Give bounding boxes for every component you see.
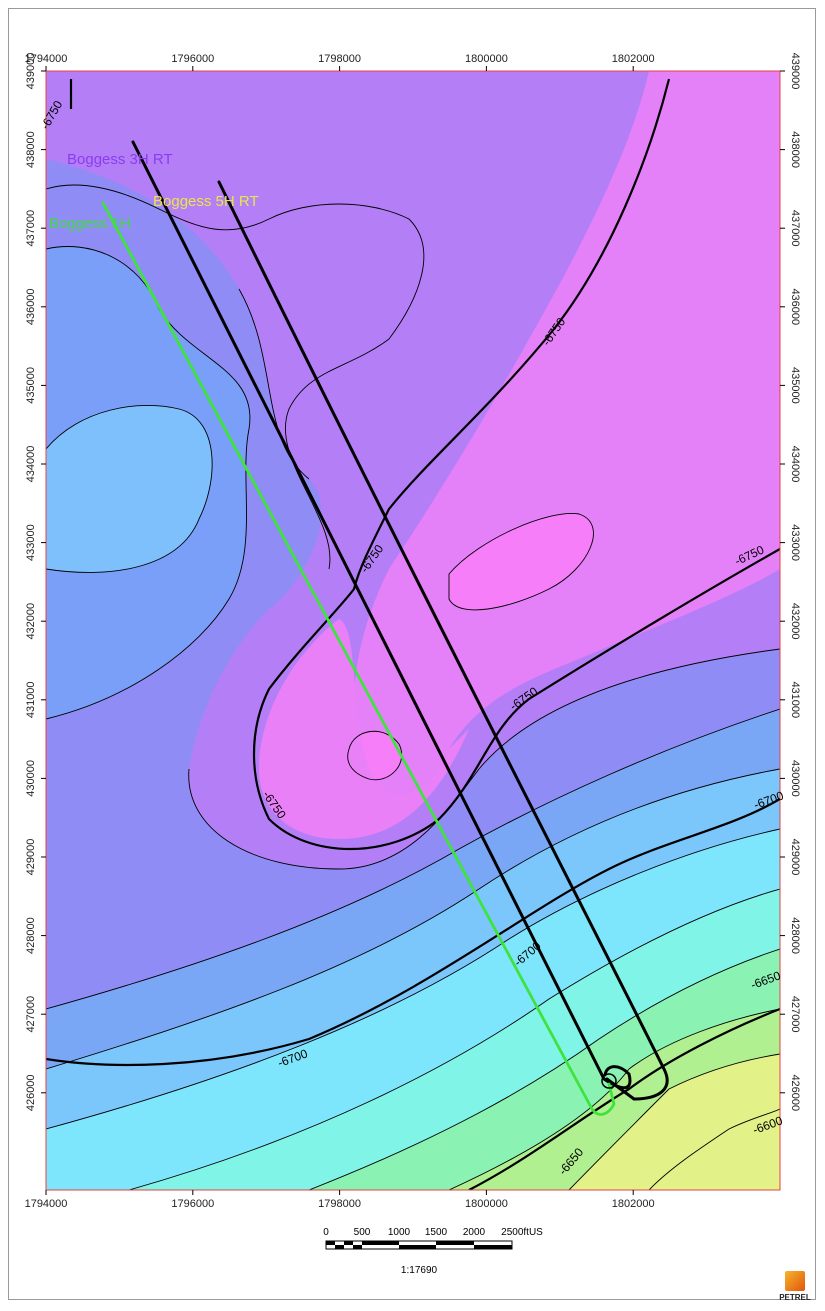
y-tick-label: 433000 — [789, 524, 801, 561]
scale-bar: 0 500 1000 1500 2000 2500ftUS 1:17690 — [323, 1227, 543, 1276]
y-tick-label: 427000 — [789, 996, 801, 1033]
well-5h-path — [217, 180, 669, 1101]
well-1h-path — [101, 201, 616, 1116]
map-area — [46, 71, 780, 1190]
bold-contours — [46, 78, 780, 1190]
y-tick-label: 435000 — [25, 367, 37, 404]
x-tick-label: 1798000 — [318, 1198, 361, 1210]
scale-tick-labels: 0 500 1000 1500 2000 2500ftUS — [323, 1227, 543, 1238]
scale-tick-label: 0 — [323, 1227, 329, 1238]
y-tick-label: 438000 — [25, 131, 37, 168]
y-tick-label: 432000 — [25, 603, 37, 640]
petrel-logo-icon — [785, 1271, 805, 1291]
y-tick-label: 435000 — [789, 367, 801, 404]
petrel-logo-text: PETREL — [779, 1293, 811, 1302]
y-tick-label: 439000 — [25, 53, 37, 90]
y-tick-label: 430000 — [789, 760, 801, 797]
y-tick-label: 428000 — [789, 917, 801, 954]
scale-tick-label: 1000 — [388, 1227, 411, 1238]
fill-lowblue — [46, 405, 213, 573]
well-paths — [101, 140, 669, 1116]
thin-contours — [46, 184, 780, 1190]
x-tick-label: 1800000 — [465, 53, 508, 65]
x-tick-label: 1802000 — [612, 1198, 655, 1210]
fill-high-east — [449, 513, 594, 610]
y-tick-label: 429000 — [25, 839, 37, 876]
y-tick-label: 426000 — [25, 1074, 37, 1111]
contour-map: 1794000 1794000 1796000 1796000 1798000 17980… — [25, 53, 801, 1276]
y-tick-label: 426000 — [789, 1074, 801, 1111]
y-tick-label: 434000 — [25, 446, 37, 483]
y-tick-label: 437000 — [789, 210, 801, 247]
scale-tick-label: 500 — [354, 1227, 371, 1238]
x-tick-label: 1796000 — [171, 1198, 214, 1210]
well-label-1h: Boggess 1H — [49, 215, 131, 232]
petrel-logo: PETREL — [775, 1271, 815, 1311]
axis-ticks — [41, 66, 785, 1195]
fill-band-7 — [569, 1054, 780, 1190]
y-tick-label: 437000 — [25, 210, 37, 247]
y-tick-label: 431000 — [25, 681, 37, 718]
wellhead — [601, 1073, 617, 1089]
axis-labels: 1794000 1794000 1796000 1796000 1798000 17980… — [25, 53, 801, 1210]
y-tick-label: 439000 — [789, 53, 801, 90]
scale-ratio: 1:17690 — [401, 1265, 438, 1276]
y-tick-label: 427000 — [25, 996, 37, 1033]
y-tick-label: 434000 — [789, 446, 801, 483]
x-tick-label: 1800000 — [465, 1198, 508, 1210]
map-frame: 1794000 1794000 1796000 1796000 1798000 17980… — [8, 8, 816, 1302]
x-tick-label: 1796000 — [171, 53, 214, 65]
x-tick-label: 1794000 — [25, 1198, 68, 1210]
scale-tick-label: 2500ftUS — [501, 1227, 543, 1238]
y-tick-label: 431000 — [789, 681, 801, 718]
scale-tick-label: 1500 — [425, 1227, 448, 1238]
x-tick-label: 1798000 — [318, 53, 361, 65]
well-label-5h: Boggess 5H RT — [153, 193, 259, 210]
scale-tick-label: 2000 — [463, 1227, 486, 1238]
y-tick-label: 432000 — [789, 603, 801, 640]
y-tick-label: 438000 — [789, 131, 801, 168]
x-tick-label: 1794000 — [25, 53, 68, 65]
well-label-3h: Boggess 3H RT — [67, 151, 173, 168]
y-tick-label: 436000 — [25, 288, 37, 325]
y-tick-label: 430000 — [25, 760, 37, 797]
fill-pink-lobe — [259, 619, 469, 839]
y-tick-label: 429000 — [789, 839, 801, 876]
map-border — [45, 70, 781, 1191]
x-tick-label: 1802000 — [612, 53, 655, 65]
y-tick-label: 436000 — [789, 288, 801, 325]
y-tick-label: 433000 — [25, 524, 37, 561]
y-tick-label: 428000 — [25, 917, 37, 954]
